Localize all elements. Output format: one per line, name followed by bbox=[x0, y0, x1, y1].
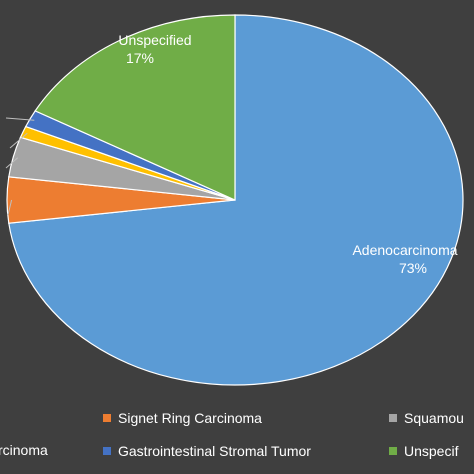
legend-label-signet-ring: Signet Ring Carcinoma bbox=[118, 410, 262, 426]
legend-label-unspecified: Unspecif bbox=[404, 443, 459, 459]
leader-line bbox=[5, 117, 35, 121]
data-label-adenocarcinoma-pct: 73% bbox=[399, 260, 427, 276]
leader-line bbox=[7, 199, 13, 216]
data-label-unspecified-pct: 17% bbox=[126, 50, 154, 66]
data-label-adenocarcinoma: Adenocarcinoma bbox=[352, 242, 457, 258]
legend-label-carcinoma: rcinoma bbox=[0, 442, 48, 458]
legend-label-gist: Gastrointestinal Stromal Tumor bbox=[118, 443, 311, 459]
legend-swatch-unspecified bbox=[389, 447, 397, 455]
legend-swatch-squamous bbox=[389, 414, 397, 422]
legend: Signet Ring Carcinoma Squamou rcinoma Ga… bbox=[0, 410, 464, 459]
leader-lines bbox=[5, 117, 35, 216]
pie-slices bbox=[6, 14, 464, 386]
slice-adenocarcinoma bbox=[8, 14, 464, 386]
data-label-unspecified: Unspecified bbox=[118, 32, 191, 48]
leader-line bbox=[9, 132, 28, 149]
slice-unspecified bbox=[34, 14, 236, 201]
legend-label-squamous: Squamou bbox=[404, 410, 464, 426]
leader-line bbox=[5, 157, 19, 169]
legend-swatch-gist bbox=[103, 447, 111, 455]
legend-swatch-signet-ring bbox=[103, 414, 111, 422]
